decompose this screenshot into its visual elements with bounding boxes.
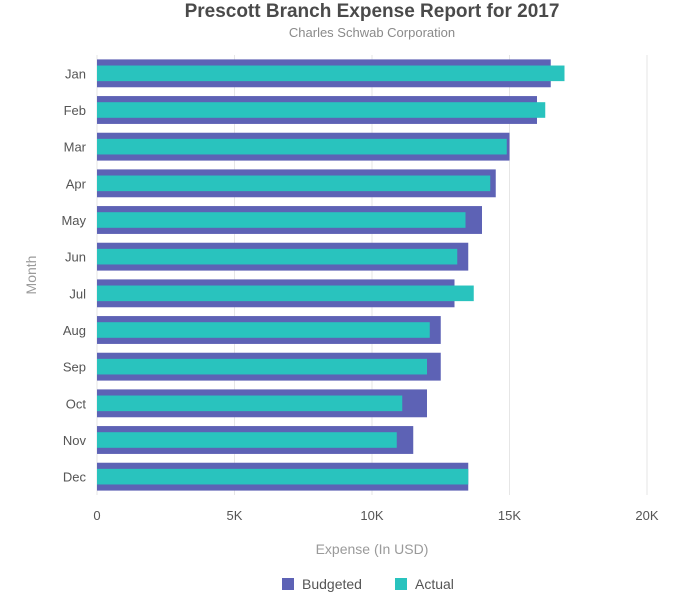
legend-label-actual: Actual bbox=[415, 576, 454, 592]
y-category-label: Apr bbox=[66, 176, 87, 191]
x-tick-label: 15K bbox=[498, 508, 521, 523]
bar-actual-sep bbox=[97, 358, 427, 375]
bar-actual-mar bbox=[97, 138, 507, 155]
bar-actual-jul bbox=[97, 285, 474, 302]
y-axis-label: Month bbox=[23, 256, 39, 295]
legend: Budgeted Actual bbox=[282, 576, 454, 592]
y-category-label: Sep bbox=[63, 360, 86, 375]
legend-swatch-actual bbox=[395, 578, 407, 590]
bars bbox=[97, 59, 565, 491]
bar-actual-nov bbox=[97, 432, 397, 448]
x-tick-label: 5K bbox=[227, 508, 243, 523]
bar-actual-jun bbox=[97, 248, 458, 265]
x-axis-label: Expense (In USD) bbox=[316, 541, 429, 557]
y-category-label: Nov bbox=[63, 433, 87, 448]
bar-actual-may bbox=[97, 212, 466, 228]
y-category-label: Jun bbox=[65, 250, 86, 265]
legend-label-budgeted: Budgeted bbox=[302, 576, 362, 592]
bar-actual-aug bbox=[97, 322, 430, 338]
x-tick-label: 0 bbox=[93, 508, 100, 523]
bar-actual-apr bbox=[97, 175, 491, 192]
x-tick-label: 10K bbox=[360, 508, 383, 523]
y-category-label: Dec bbox=[63, 470, 87, 485]
x-axis-ticks: 0 5K 10K 15K 20K bbox=[93, 508, 659, 523]
bar-actual-feb bbox=[97, 102, 546, 118]
y-category-label: Mar bbox=[64, 140, 87, 155]
x-tick-label: 20K bbox=[635, 508, 658, 523]
chart-title: Prescott Branch Expense Report for 2017 bbox=[185, 1, 560, 22]
y-category-label: Feb bbox=[64, 103, 86, 118]
bar-actual-jan bbox=[97, 65, 565, 82]
y-category-label: Aug bbox=[63, 323, 86, 338]
bar-actual-dec bbox=[97, 468, 469, 485]
y-category-label: May bbox=[61, 213, 86, 228]
legend-swatch-budgeted bbox=[282, 578, 294, 590]
y-category-label: Jan bbox=[65, 66, 86, 81]
y-category-label: Jul bbox=[69, 286, 86, 301]
y-axis-categories: Jan Feb Mar Apr May Jun Jul Aug Sep Oct Nov Dec bbox=[61, 66, 86, 484]
gridlines bbox=[96, 55, 648, 495]
chart-subtitle: Charles Schwab Corporation bbox=[289, 25, 455, 40]
y-category-label: Oct bbox=[66, 396, 87, 411]
bar-actual-oct bbox=[97, 395, 403, 412]
